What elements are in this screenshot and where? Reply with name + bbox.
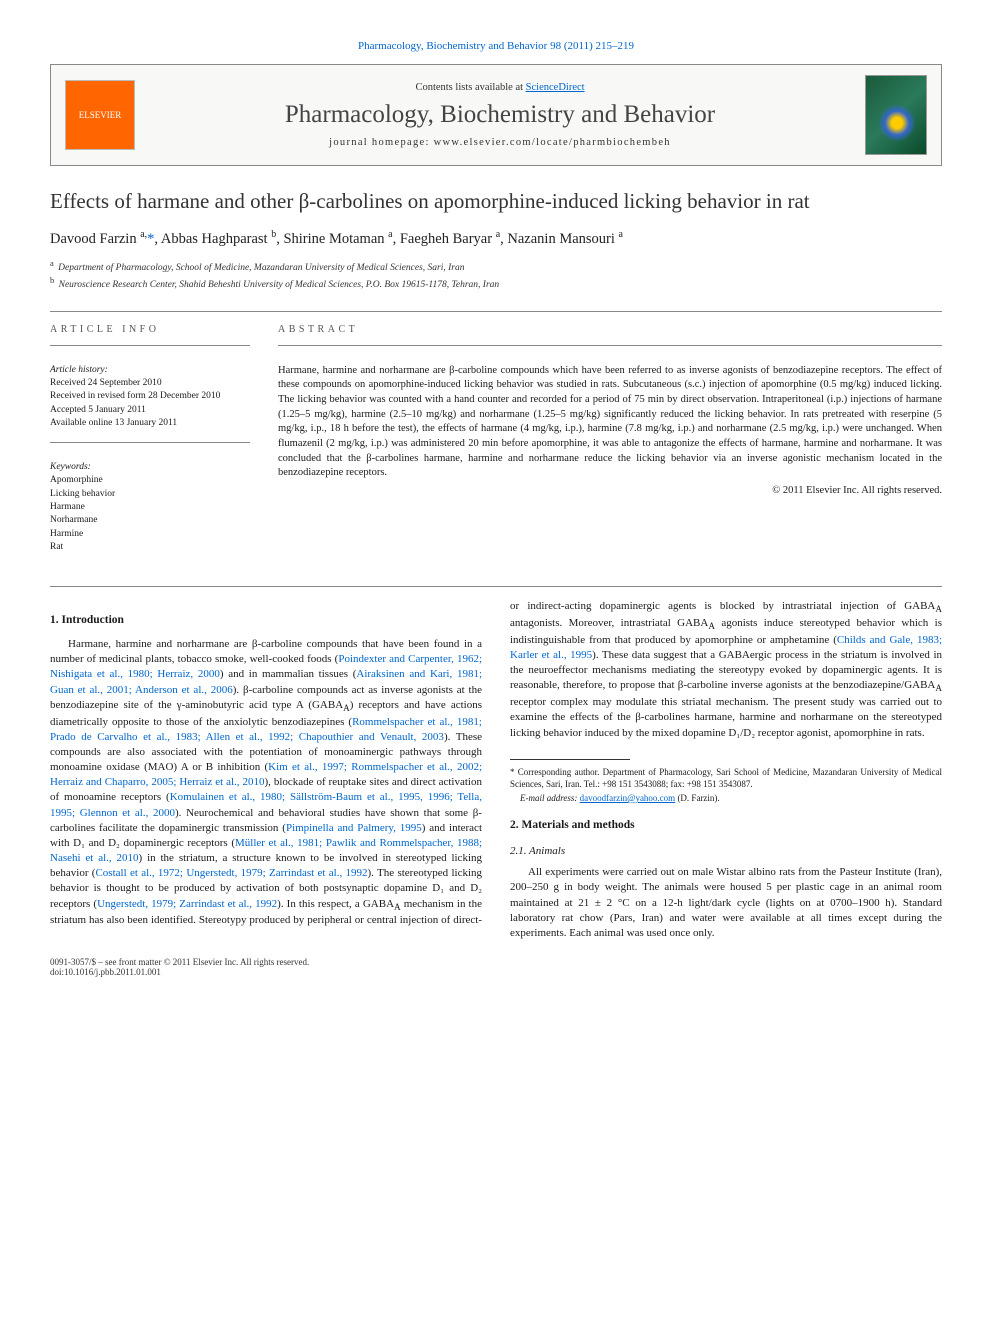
author-email-link[interactable]: davoodfarzin@yahoo.com: [580, 793, 676, 803]
abstract-text: Harmane, harmine and norharmane are β-ca…: [278, 364, 942, 482]
elsevier-logo: ELSEVIER: [65, 80, 135, 150]
homepage-line: journal homepage: www.elsevier.com/locat…: [149, 137, 851, 148]
divider: [50, 586, 942, 587]
article-info-block: article info Article history: Received 2…: [50, 324, 250, 567]
sciencedirect-link[interactable]: ScienceDirect: [526, 82, 585, 93]
journal-name: Pharmacology, Biochemistry and Behavior: [149, 101, 851, 129]
article-info-heading: article info: [50, 324, 250, 335]
subsection-heading-animals: 2.1. Animals: [510, 844, 942, 859]
contents-line: Contents lists available at ScienceDirec…: [149, 82, 851, 93]
corresponding-author-footnote: * Corresponding author. Department of Ph…: [510, 766, 942, 804]
page-footer: 0091-3057/$ – see front matter © 2011 El…: [50, 957, 942, 977]
section-heading-methods: 2. Materials and methods: [510, 818, 942, 834]
footnote-rule: [510, 759, 630, 760]
affiliations: a Department of Pharmacology, School of …: [50, 258, 942, 293]
abstract-copyright: © 2011 Elsevier Inc. All rights reserved…: [278, 485, 942, 496]
top-citation-link[interactable]: Pharmacology, Biochemistry and Behavior …: [50, 40, 942, 52]
section-heading-introduction: 1. Introduction: [50, 613, 482, 629]
journal-cover-thumb: [865, 75, 927, 155]
animals-paragraph: All experiments were carried out on male…: [510, 865, 942, 941]
journal-header: ELSEVIER Contents lists available at Sci…: [50, 64, 942, 166]
article-title: Effects of harmane and other β-carboline…: [50, 188, 942, 215]
divider: [50, 311, 942, 312]
abstract-block: abstract Harmane, harmine and norharmane…: [278, 324, 942, 567]
homepage-url[interactable]: www.elsevier.com/locate/pharmbiochembeh: [434, 137, 671, 148]
abstract-heading: abstract: [278, 324, 942, 335]
body-columns: 1. Introduction Harmane, harmine and nor…: [50, 599, 942, 941]
author-list: Davood Farzin a,*, Abbas Haghparast b, S…: [50, 229, 942, 248]
